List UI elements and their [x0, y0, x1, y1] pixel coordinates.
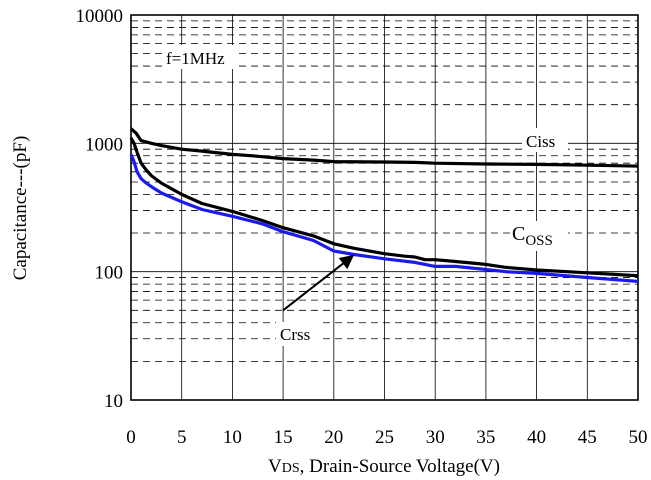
- crss-label: Crss: [280, 325, 310, 344]
- x-axis-title-sub: DS: [282, 461, 300, 476]
- x-axis-title-main: V: [268, 456, 282, 477]
- grid: [131, 15, 638, 400]
- arrow-shaft: [282, 262, 344, 312]
- x-axis-title-rest: , Drain-Source Voltage(V): [300, 456, 500, 477]
- x-tick-label: 15: [274, 427, 293, 448]
- coss-label-bg: [510, 221, 568, 251]
- x-tick-label: 30: [426, 427, 445, 448]
- x-tick-label: 40: [527, 427, 546, 448]
- x-tick-label: 20: [324, 427, 343, 448]
- plot-frame: [130, 14, 639, 401]
- y-tick-label: 1000: [85, 134, 123, 155]
- x-tick-label: 35: [476, 427, 495, 448]
- ciss-label: Ciss: [526, 132, 555, 151]
- x-tick-label: 5: [177, 427, 187, 448]
- coss-label-sub: OSS: [525, 233, 553, 249]
- series-line-ciss: [129, 127, 639, 168]
- y-tick-labels: 10 100 1000 10000: [76, 6, 124, 412]
- y-tick-label: 10: [104, 391, 123, 412]
- condition-label: f=1MHz: [166, 49, 225, 68]
- y-tick-label: 100: [95, 263, 124, 284]
- condition-label-bg: [163, 45, 237, 69]
- arrow-head: [338, 254, 355, 270]
- coss-label: COSS: [512, 223, 553, 249]
- series-line-crss: [129, 153, 639, 283]
- x-tick-label: 45: [578, 427, 597, 448]
- y-axis-title: Capacitance---(pF): [10, 136, 31, 281]
- x-tick-labels: 0 5 10 15 20 25 30 35 40 45 50: [126, 427, 647, 448]
- x-tick-label: 10: [223, 427, 242, 448]
- y-tick-label: 10000: [76, 6, 124, 27]
- series-lines: [129, 127, 639, 283]
- x-axis-title: VDS, Drain-Source Voltage(V): [268, 456, 500, 477]
- crss-arrow: [282, 254, 355, 312]
- ciss-label-bg: [522, 128, 568, 152]
- coss-label-main: C: [512, 223, 525, 245]
- series-line-coss: [129, 137, 639, 278]
- crss-label-bg: [276, 322, 318, 346]
- x-tick-label: 25: [375, 427, 394, 448]
- x-tick-label: 50: [629, 427, 648, 448]
- x-tick-label: 0: [126, 427, 136, 448]
